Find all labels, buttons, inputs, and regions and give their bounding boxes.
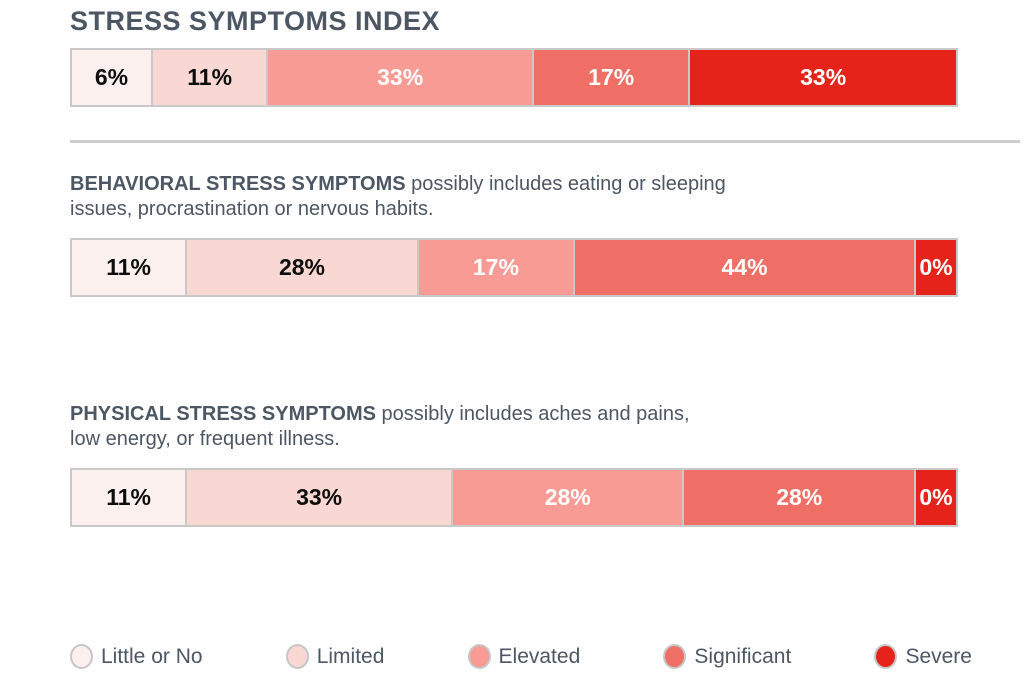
segment-significant: 44% [575,240,916,295]
bar-behavioral-stress-symptoms: 11% 28% 17% 44% 0% [70,238,958,297]
legend-label: Limited [316,644,385,668]
legend-dot-elevated [467,644,491,669]
legend-item-little-or-no: Little or No [70,644,203,669]
segment-limited: 11% [153,50,269,105]
legend-dot-limited [285,644,309,669]
segment-little-or-no: 6% [72,50,154,105]
legend-item-elevated: Elevated [467,644,581,669]
legend-label: Elevated [498,644,581,668]
segment-severe: 0% [915,470,956,525]
behavioral-section-heading: BEHAVIORAL STRESS SYMPTOMS possibly incl… [70,172,960,222]
physical-heading-bold: PHYSICAL STRESS SYMPTOMS [70,403,376,425]
segment-little-or-no: 11% [72,240,188,295]
legend-label: Little or No [101,644,203,668]
chart-legend: Little or No Limited Elevated Significant Se… [70,644,972,669]
section-divider [70,140,1020,143]
segment-elevated: 28% [452,470,685,525]
behavioral-heading-bold: BEHAVIORAL STRESS SYMPTOMS [70,173,406,195]
legend-item-limited: Limited [285,644,385,669]
segment-limited: 28% [187,240,419,295]
legend-dot-severe [874,644,898,669]
physical-heading-desc-line1: possibly includes aches and pains, [376,403,690,425]
legend-dot-little-or-no [70,644,93,669]
segment-little-or-no: 11% [72,470,188,525]
segment-significant: 28% [684,470,916,525]
legend-dot-significant [663,644,687,669]
bar-physical-stress-symptoms: 11% 33% 28% 28% 0% [70,468,958,527]
segment-elevated: 17% [418,240,576,295]
behavioral-heading-desc-line2: issues, procrastination or nervous habit… [70,198,434,220]
bar-stress-symptoms-index: 6% 11% 33% 17% 33% [70,48,958,107]
segment-severe: 0% [915,240,956,295]
legend-item-significant: Significant [663,644,791,669]
legend-item-severe: Severe [874,644,972,669]
legend-label: Severe [905,644,972,668]
segment-limited: 33% [187,470,453,525]
behavioral-heading-desc-line1: possibly includes eating or sleeping [405,173,726,195]
segment-severe: 33% [690,50,956,105]
segment-elevated: 33% [268,50,534,105]
physical-section-heading: PHYSICAL STRESS SYMPTOMS possibly includ… [70,402,960,452]
physical-heading-desc-line2: low energy, or frequent illness. [70,428,340,450]
page-title: STRESS SYMPTOMS INDEX [70,6,441,36]
segment-significant: 17% [534,50,691,105]
legend-label: Significant [694,644,792,668]
